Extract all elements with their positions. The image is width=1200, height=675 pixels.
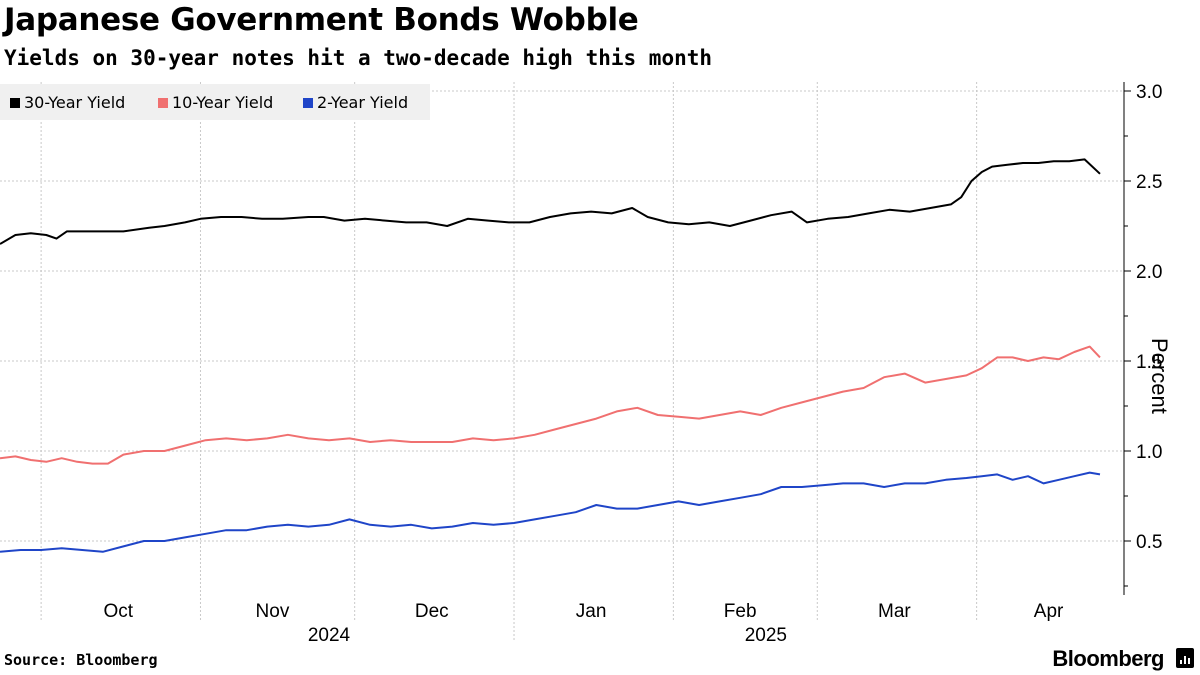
x-year-label: 2024 [308,625,351,646]
series-line-2-year-yield [0,471,1101,553]
y-tick-label: 3.0 [1136,82,1162,103]
chart-title: Japanese Government Bonds Wobble [4,2,639,38]
legend-swatch-30-year [10,98,20,108]
x-tick-label: Nov [256,601,290,622]
x-year-label: 2025 [745,625,787,646]
y-tick-label: 2.5 [1136,172,1162,193]
x-tick-label: Dec [415,601,449,622]
y-tick-label: 2.0 [1136,262,1162,283]
y-tick-label: 0.5 [1136,532,1162,553]
source-note: Source: Bloomberg [4,651,158,669]
legend-label-30-year: 30-Year Yield [24,93,126,112]
y-tick-label: 1.0 [1136,442,1162,463]
legend-item-2-year: 2-Year Yield [303,93,408,112]
x-tick-label: Apr [1034,601,1064,622]
chart-legend: 30-Year Yield 10-Year Yield 2-Year Yield [0,84,430,120]
chart-subtitle: Yields on 30-year notes hit a two-decade… [4,46,713,70]
legend-item-30-year: 30-Year Yield [10,93,125,112]
legend-label-10-year: 10-Year Yield [172,93,274,112]
legend-swatch-10-year [158,98,168,108]
legend-label-2-year: 2-Year Yield [317,93,409,112]
legend-item-10-year: 10-Year Yield [158,93,273,112]
x-tick-label: Mar [878,601,911,622]
legend-swatch-2-year [303,98,313,108]
x-tick-label: Jan [576,601,607,622]
y-axis-title: Percent [1147,338,1172,414]
series-line-30-year-yield [0,158,1101,245]
series-line-10-year-yield [0,345,1101,465]
y-tick-label: 1.5 [1136,352,1162,373]
x-tick-label: Oct [103,601,133,622]
x-tick-label: Feb [724,601,757,622]
brand-wordmark: Bloomberg [1052,646,1164,671]
bloomberg-chart-icon [1176,648,1194,668]
